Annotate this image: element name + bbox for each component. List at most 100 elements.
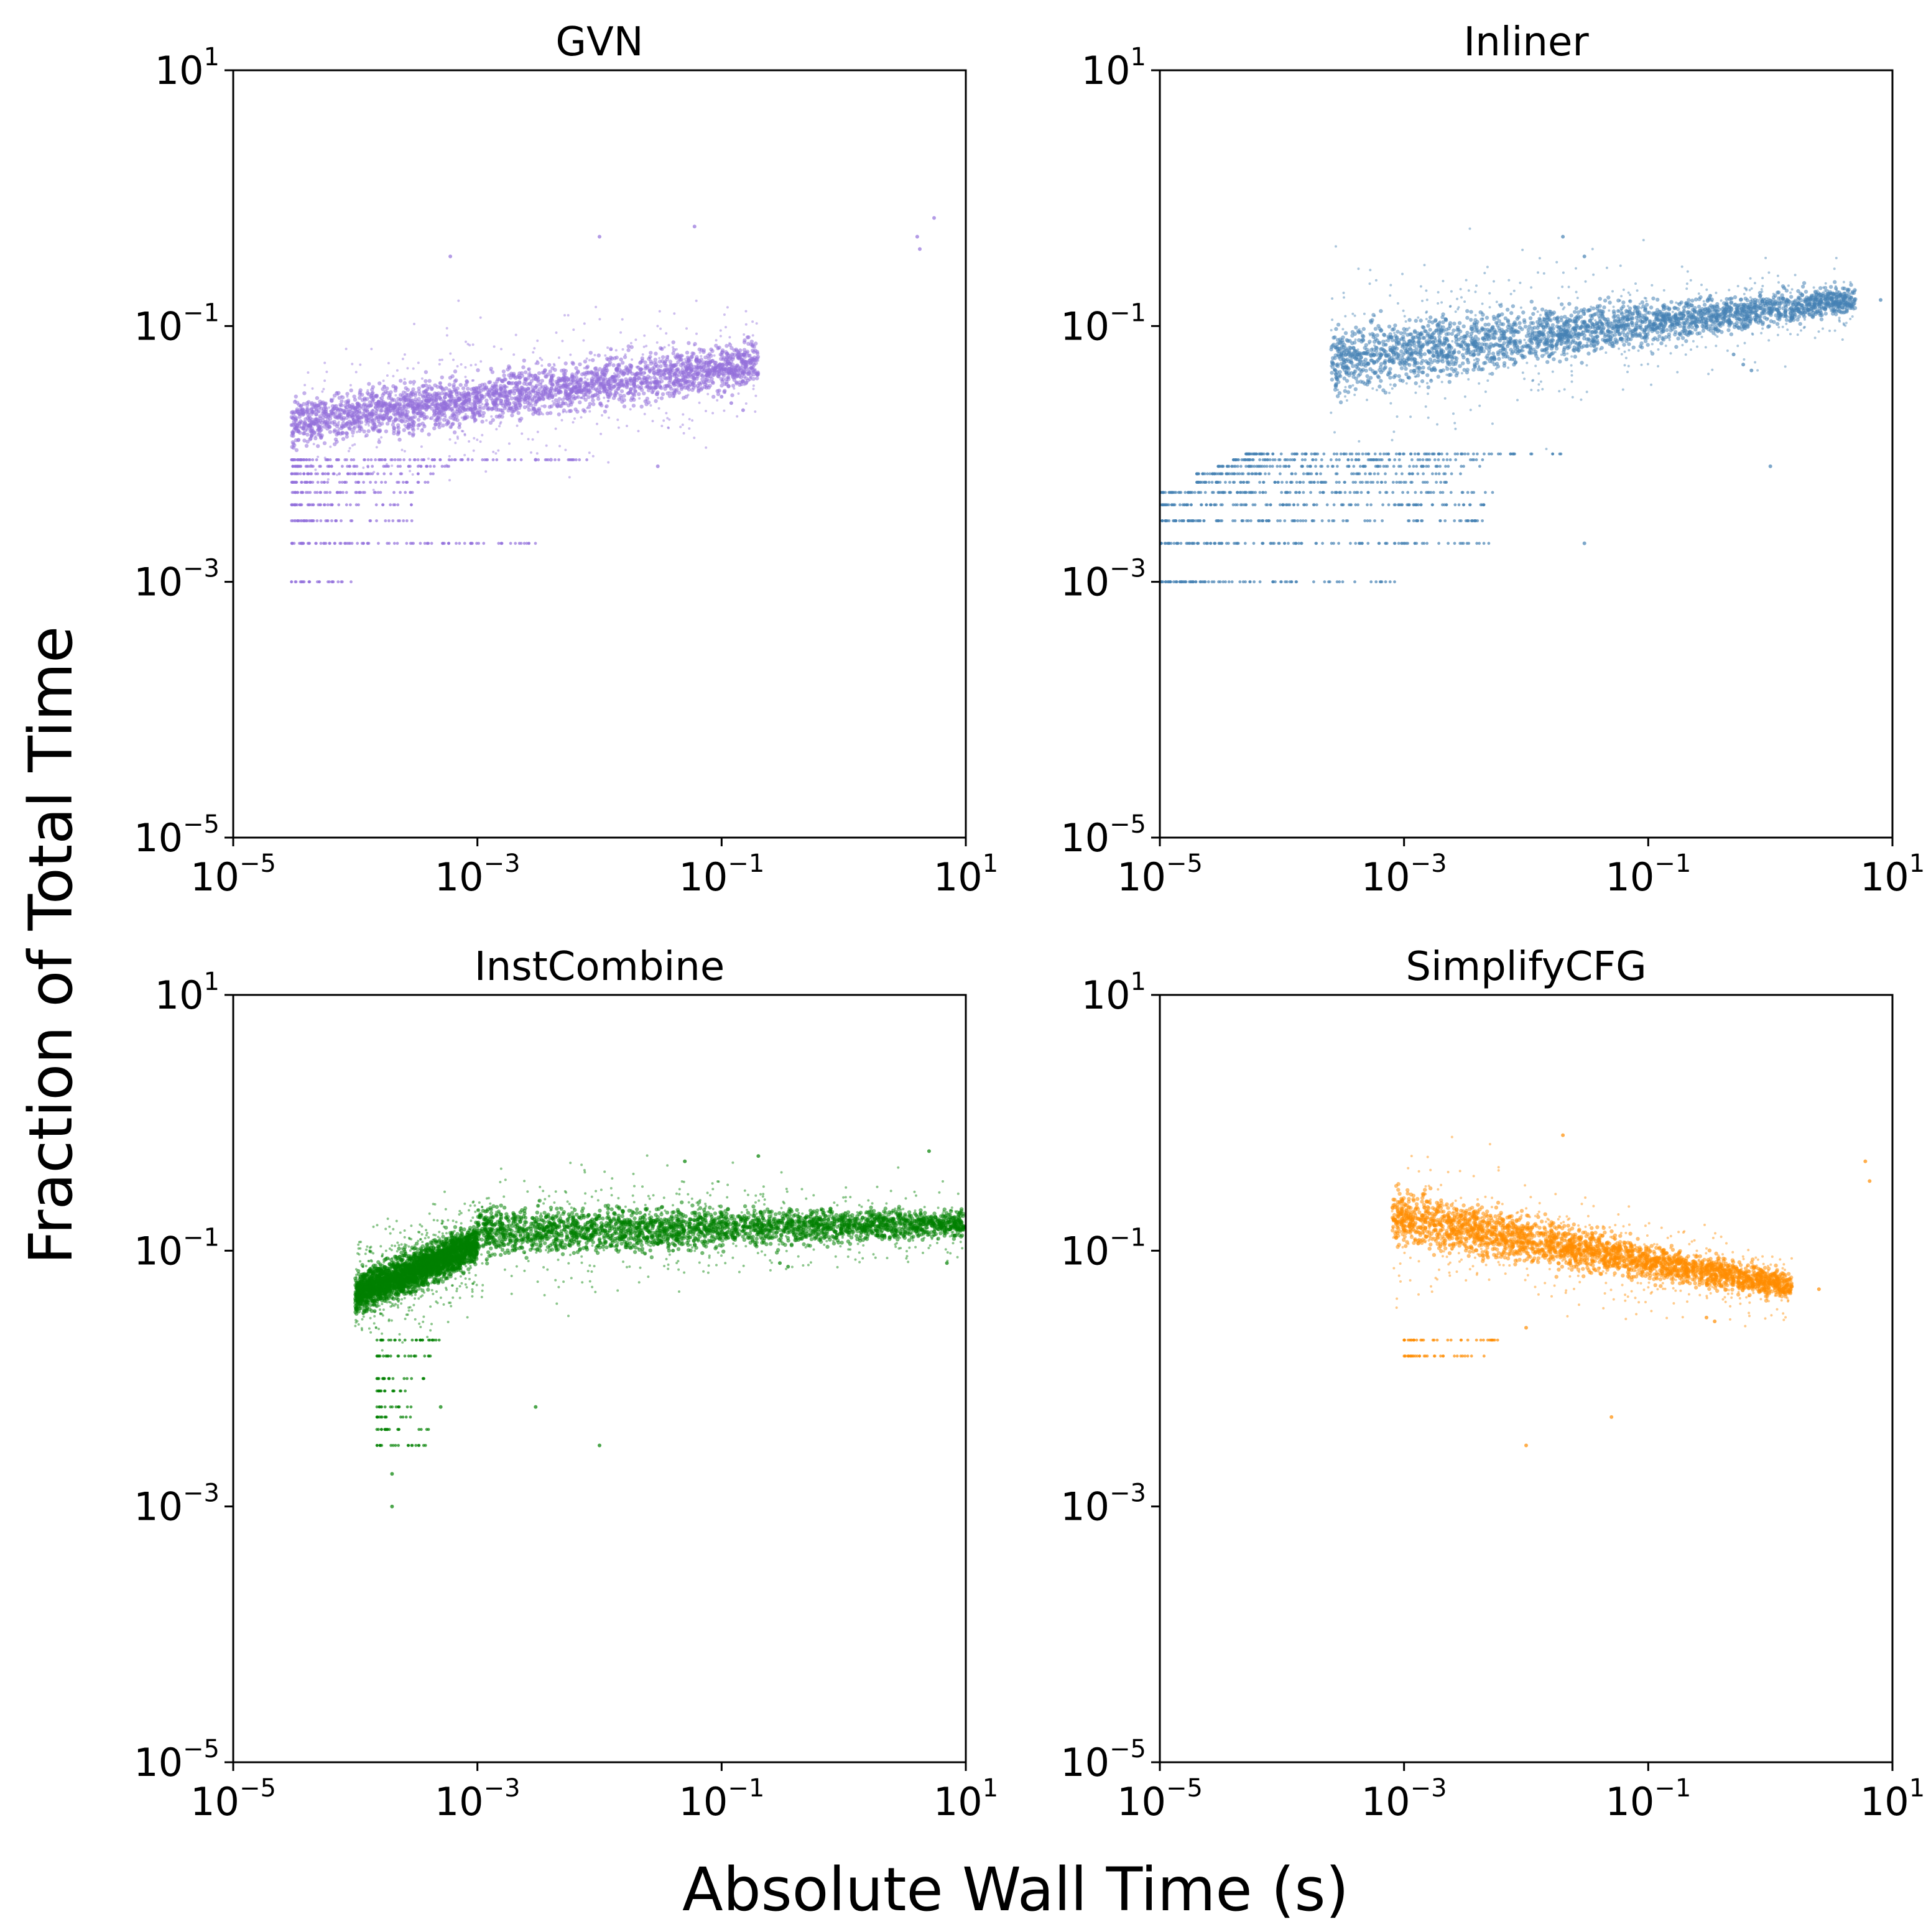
- data-point: [486, 458, 489, 461]
- data-point: [470, 415, 475, 419]
- data-point: [675, 387, 679, 392]
- data-point: [317, 431, 322, 435]
- data-point: [360, 415, 365, 419]
- data-point: [335, 440, 339, 444]
- data-point: [412, 405, 417, 410]
- data-point: [481, 410, 486, 415]
- data-point: [402, 403, 407, 407]
- data-point: [338, 481, 341, 484]
- data-point: [535, 411, 540, 415]
- data-point: [459, 458, 463, 461]
- data-point: [514, 407, 519, 412]
- data-point: [332, 394, 337, 398]
- data-point: [719, 329, 722, 332]
- data-point: [339, 542, 343, 545]
- data-point: [427, 387, 430, 390]
- data-point: [317, 410, 320, 414]
- data-point: [396, 425, 401, 430]
- data-point: [300, 481, 303, 484]
- data-point: [583, 409, 587, 414]
- data-point: [464, 376, 467, 379]
- data-point: [523, 370, 528, 374]
- data-point: [734, 381, 739, 386]
- data-point: [662, 376, 667, 381]
- data-point: [348, 465, 351, 468]
- data-point: [361, 407, 366, 411]
- data-point: [328, 458, 332, 461]
- data-point: [322, 472, 325, 476]
- data-point: [445, 392, 449, 396]
- data-point: [644, 377, 649, 382]
- data-point: [721, 363, 726, 367]
- data-point: [654, 385, 658, 389]
- data-point: [1708, 324, 1713, 328]
- data-point: [735, 353, 738, 356]
- data-point: [1550, 351, 1555, 356]
- data-point: [497, 449, 500, 452]
- data-point: [538, 414, 540, 416]
- data-point: [583, 397, 588, 402]
- data-point: [419, 542, 422, 545]
- data-point: [429, 416, 434, 420]
- data-point: [646, 388, 651, 392]
- data-point: [447, 399, 450, 402]
- data-point: [431, 397, 434, 400]
- data-point: [616, 418, 619, 422]
- data-point: [383, 384, 386, 387]
- data-point: [341, 437, 346, 441]
- data-point: [326, 478, 330, 481]
- data-point: [665, 391, 670, 395]
- data-point: [1334, 326, 1338, 331]
- data-point: [363, 491, 366, 494]
- data-point: [679, 378, 683, 383]
- data-point: [511, 381, 516, 386]
- data-point: [290, 580, 294, 584]
- data-point: [354, 371, 358, 374]
- data-point: [504, 406, 507, 409]
- data-point: [294, 438, 298, 443]
- data-point: [657, 396, 660, 399]
- data-point: [458, 542, 461, 545]
- data-point: [402, 381, 407, 386]
- data-point: [420, 400, 424, 404]
- data-point: [636, 392, 641, 396]
- data-point: [668, 376, 672, 381]
- data-point: [601, 381, 603, 384]
- data-point: [462, 390, 466, 395]
- data-point: [397, 437, 402, 442]
- data-point: [388, 415, 393, 420]
- data-point: [463, 542, 466, 545]
- data-point: [1655, 297, 1660, 302]
- data-point: [593, 392, 598, 397]
- data-point: [328, 430, 333, 434]
- data-point: [353, 443, 356, 446]
- data-point: [617, 426, 620, 429]
- data-point: [303, 417, 308, 422]
- data-point: [425, 465, 428, 468]
- data-point: [510, 409, 514, 414]
- data-point: [730, 393, 734, 397]
- data-point: [308, 580, 312, 584]
- data-point: [294, 503, 297, 507]
- data-point: [580, 396, 582, 399]
- data-point: [313, 491, 317, 494]
- data-point: [466, 458, 470, 461]
- data-point: [619, 389, 624, 394]
- data-point: [626, 348, 631, 353]
- data-point: [687, 365, 692, 370]
- data-point: [340, 399, 344, 404]
- data-point: [1420, 379, 1425, 384]
- data-point: [412, 400, 417, 404]
- data-point: [719, 335, 722, 338]
- scatter-series: [289, 216, 936, 584]
- data-point: [453, 389, 456, 392]
- data-point: [642, 391, 646, 395]
- data-point: [290, 423, 293, 427]
- data-point: [350, 458, 353, 461]
- data-point: [291, 519, 294, 522]
- data-point: [678, 371, 681, 374]
- data-point: [598, 381, 601, 384]
- data-point: [744, 364, 748, 369]
- data-point: [573, 417, 576, 420]
- data-point: [723, 409, 726, 412]
